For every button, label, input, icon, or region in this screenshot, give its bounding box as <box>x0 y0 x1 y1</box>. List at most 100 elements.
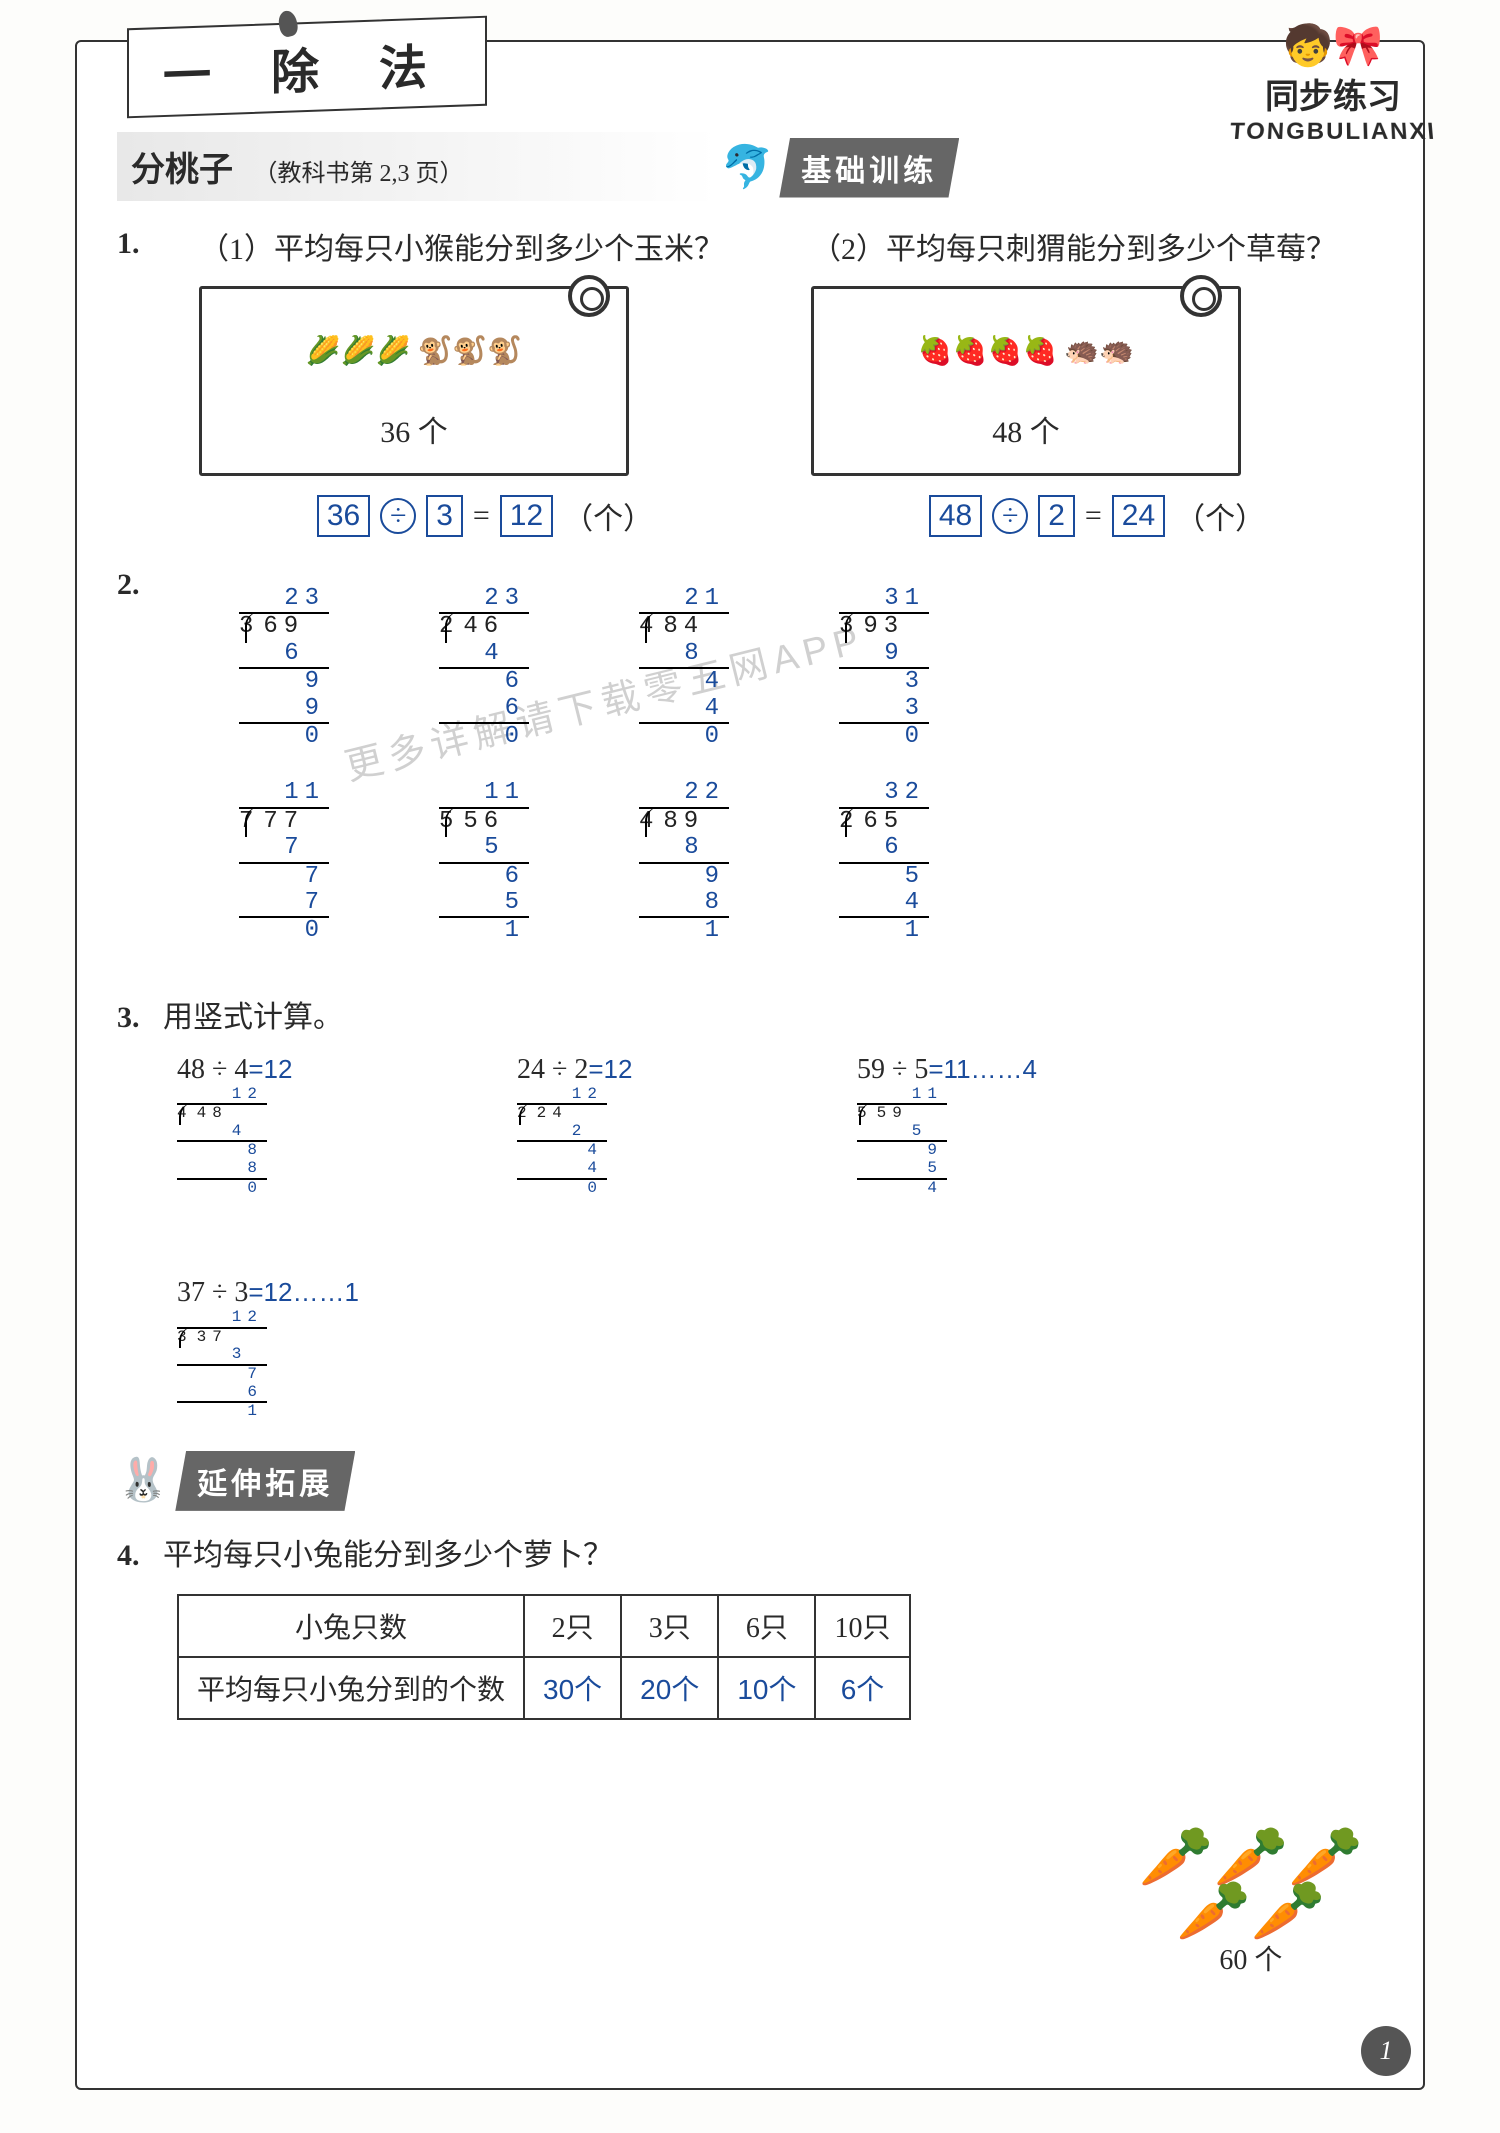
q3-number: 3. <box>117 1001 159 1035</box>
ld-dividend: 56 <box>459 809 504 835</box>
ld-step: 3 <box>177 1346 267 1364</box>
ld-step: 3 <box>839 696 929 722</box>
ld-divisor: 3 <box>839 614 859 640</box>
ld-quotient: 23 <box>439 586 529 614</box>
ld-step: 0 <box>839 722 929 750</box>
q2-row2: 117777 770115565 651224898 981322656 541 <box>239 780 929 944</box>
eq-operand: 3 <box>426 495 463 537</box>
ld-dividend: 24 <box>533 1105 568 1123</box>
page-frame: 一 除 法 🧒🎀 同步练习 TONGBULIANXI 分桃子 （教科书第 2,3… <box>75 40 1425 2090</box>
carrot-illustration: 🥕🥕🥕🥕🥕 60 个 <box>1139 1830 1363 1978</box>
ld-dividend: 48 <box>193 1105 228 1123</box>
table-cell: 20个 <box>621 1657 718 1719</box>
ld-step: 1 <box>639 916 729 944</box>
ld-step: 1 <box>439 916 529 944</box>
long-division: 124484 880 <box>177 1086 267 1198</box>
eq-result: 24 <box>1112 495 1165 537</box>
ld-divisor: 2 <box>517 1105 533 1123</box>
q3-item: 59 ÷ 5=11……4115595 954 <box>857 1054 1117 1198</box>
ld-step: 7 <box>177 1364 267 1384</box>
ld-quotient: 31 <box>839 586 929 614</box>
ld-step: 7 <box>239 835 329 861</box>
card-ring-icon <box>568 275 610 317</box>
ld-quotient: 11 <box>439 780 529 808</box>
table-cell: 30个 <box>524 1657 621 1719</box>
eq-unit: （个） <box>1175 494 1265 538</box>
ld-divisor: 2 <box>839 809 859 835</box>
ld-step: 6 <box>439 696 529 722</box>
ld-dividend: 84 <box>659 614 704 640</box>
ld-divisor: 4 <box>639 809 659 835</box>
eq-result: 12 <box>500 495 553 537</box>
q1b-count: 48 个 <box>826 407 1226 451</box>
ld-step: 0 <box>239 722 329 750</box>
eq-unit: （个） <box>563 494 653 538</box>
ld-quotient: 22 <box>639 780 729 808</box>
ribbon-basic: 🐬 基础训练 <box>721 138 959 198</box>
ld-step: 1 <box>839 916 929 944</box>
long-division: 122242 440 <box>517 1086 607 1198</box>
ld-step: 1 <box>177 1401 267 1421</box>
ld-step: 8 <box>177 1160 267 1178</box>
long-division: 115565 651 <box>439 780 529 944</box>
ld-dividend: 46 <box>459 614 504 640</box>
section-sub: （教科书第 2,3 页） <box>254 161 464 187</box>
ribbon-deco-icon: 🐰 <box>117 1456 169 1505</box>
long-division: 214848 440 <box>639 586 729 750</box>
ld-step: 5 <box>857 1123 947 1141</box>
brand-chinese: 同步练习 <box>1183 69 1483 118</box>
ribbon-extend: 🐰 延伸拓展 <box>117 1451 355 1511</box>
ld-quotient: 11 <box>239 780 329 808</box>
ld-quotient: 32 <box>839 780 929 808</box>
ld-step: 4 <box>857 1178 947 1198</box>
ld-dividend: 37 <box>193 1329 228 1347</box>
q4-number: 4. <box>117 1539 159 1573</box>
table-row: 小兔只数 2只 3只 6只 10只 <box>178 1595 910 1657</box>
q2-number: 2. <box>117 568 159 945</box>
ld-step: 6 <box>177 1384 267 1402</box>
q1-number: 1. <box>117 227 159 538</box>
ld-step: 4 <box>639 667 729 695</box>
brand-decoration-icon: 🧒🎀 <box>1183 22 1483 69</box>
table-cell: 2只 <box>524 1595 621 1657</box>
long-division: 117777 770 <box>239 780 329 944</box>
table-row: 平均每只小兔分到的个数 30个 20个 10个 6个 <box>178 1657 910 1719</box>
ld-divisor: 3 <box>177 1329 193 1347</box>
q3-expression: 37 ÷ 3=12……1 <box>177 1277 437 1309</box>
eq-operator: ÷ <box>992 498 1028 534</box>
ld-divisor: 2 <box>439 614 459 640</box>
q4-title: 平均每只小兔能分到多少个萝卜？ <box>163 1539 613 1572</box>
ld-step: 9 <box>239 696 329 722</box>
q1: 1. （1）平均每只小猴能分到多少个玉米？ 🌽🌽🌽 🐒🐒🐒 36 个 36 ÷ … <box>117 227 1383 538</box>
q1a-count: 36 个 <box>214 407 614 451</box>
ld-divisor: 5 <box>857 1105 873 1123</box>
ld-step: 7 <box>239 862 329 890</box>
ld-step: 8 <box>639 641 729 667</box>
q3-item: 37 ÷ 3=12……1123373 761 <box>177 1277 437 1421</box>
ribbon-basic-label: 基础训练 <box>779 138 959 198</box>
q4: 4. 平均每只小兔能分到多少个萝卜？ 小兔只数 2只 3只 6只 10只 平均每… <box>117 1533 1383 1720</box>
carrot-count: 60 个 <box>1139 1938 1363 1978</box>
chapter-title-tab: 一 除 法 <box>127 16 487 119</box>
ld-step: 4 <box>517 1160 607 1178</box>
ld-divisor: 4 <box>639 614 659 640</box>
q3-items: 48 ÷ 4=12124484 88024 ÷ 2=12122242 44059… <box>177 1054 1383 1421</box>
ld-step: 8 <box>177 1140 267 1160</box>
table-cell: 6只 <box>718 1595 815 1657</box>
long-division: 322656 541 <box>839 780 929 944</box>
ld-step: 6 <box>239 641 329 667</box>
ld-step: 6 <box>839 835 929 861</box>
ld-step: 6 <box>439 862 529 890</box>
ribbon-extend-label: 延伸拓展 <box>175 1451 355 1511</box>
q3-title: 用竖式计算。 <box>163 1001 343 1034</box>
q3-item: 24 ÷ 2=12122242 440 <box>517 1054 777 1198</box>
ld-divisor: 4 <box>177 1105 193 1123</box>
eq-operand: 2 <box>1038 495 1075 537</box>
table-cell: 3只 <box>621 1595 718 1657</box>
ld-step: 9 <box>857 1140 947 1160</box>
ld-step: 0 <box>177 1178 267 1198</box>
q2-row1: 233696 990232464 660214848 440313939 330 <box>239 586 929 750</box>
brand-corner: 🧒🎀 同步练习 TONGBULIANXI <box>1183 22 1483 146</box>
ld-divisor: 7 <box>239 809 259 835</box>
chapter-title: 一 除 法 <box>163 27 451 107</box>
